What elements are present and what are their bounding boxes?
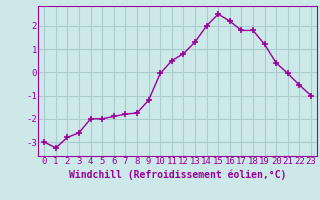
X-axis label: Windchill (Refroidissement éolien,°C): Windchill (Refroidissement éolien,°C): [69, 169, 286, 180]
